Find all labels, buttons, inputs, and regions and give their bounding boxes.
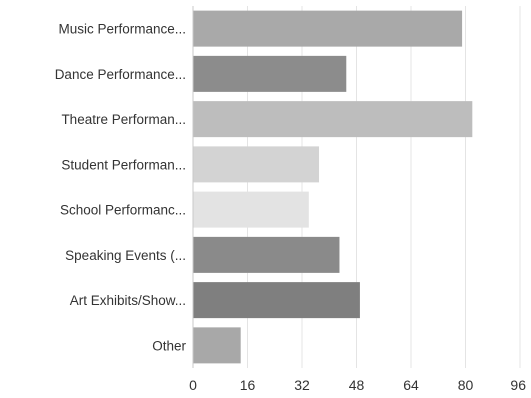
- bar-2[interactable]: [193, 101, 473, 138]
- x-tick-label: 48: [349, 377, 365, 393]
- category-label: Theatre Performan...: [61, 112, 186, 127]
- bar-layer: [193, 10, 473, 364]
- bar-1[interactable]: [193, 55, 347, 92]
- bar-7[interactable]: [193, 327, 241, 364]
- category-label: Student Performan...: [61, 157, 186, 172]
- x-tick-labels: 0 16 32 48 64 80 96: [189, 377, 526, 393]
- category-label: School Performanc...: [60, 203, 186, 218]
- bar-3[interactable]: [193, 146, 320, 183]
- x-tick-label: 96: [510, 377, 526, 393]
- bar-5[interactable]: [193, 236, 340, 273]
- category-label: Art Exhibits/Show...: [70, 293, 186, 308]
- category-label: Music Performance...: [58, 22, 186, 37]
- bar-0[interactable]: [193, 10, 463, 47]
- bar-4[interactable]: [193, 191, 309, 228]
- category-label: Dance Performance...: [55, 67, 186, 82]
- x-tick-label: 64: [403, 377, 419, 393]
- x-tick-label: 16: [240, 377, 256, 393]
- x-tick-label: 0: [189, 377, 197, 393]
- bar-6[interactable]: [193, 282, 360, 319]
- category-labels: Music Performance... Dance Performance...…: [55, 22, 187, 354]
- category-label: Other: [152, 338, 186, 353]
- x-tick-label: 80: [458, 377, 474, 393]
- category-label: Speaking Events (...: [65, 248, 186, 263]
- x-tick-label: 32: [294, 377, 310, 393]
